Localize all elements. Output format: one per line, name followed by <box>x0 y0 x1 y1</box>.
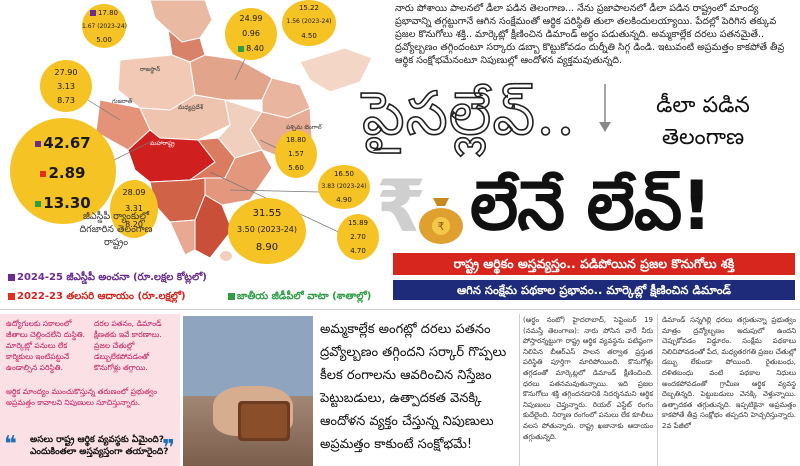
purple-marker <box>89 10 96 16</box>
bubble-up: 15.22 1.56 (2023-24) 4.50 <box>282 0 336 46</box>
bubble-jk-v1: 17.80 <box>97 9 119 17</box>
bubble-tn-v3: 8.90 <box>255 242 279 253</box>
bubble-tn-v1: 31.55 <box>252 208 282 219</box>
bubble-jk-v3: 5.00 <box>96 36 112 44</box>
bubble-up-v1: 15.22 <box>298 4 320 12</box>
pull-quote: అమ్మకాల్లేక అంగట్లో దరలు పతనం ద్రవ్యోల్బ… <box>320 322 507 452</box>
intro-paragraph: నారు పోశాయి పాలనలో డీలా పడిన తెలంగాణ... … <box>395 3 785 66</box>
bubble-ap-v2: 3.83 (2023-24) <box>321 183 367 190</box>
legend-item-share: జాతీయ జీడీపీలో వాటా (శాతాల్లో) <box>228 290 371 304</box>
body-column-1: (అర్థం నంటో) హైదరాబాద్, సెప్టెంబర్ 19 (న… <box>523 316 653 441</box>
bubble-od: 18.80 1.57 5.60 <box>275 130 317 178</box>
label-wb: పశ్చిమ బెంగాల్ <box>286 124 322 131</box>
column-rule <box>519 314 520 466</box>
bubble-tn: 31.55 3.50 (2023-24) 8.90 <box>228 198 306 264</box>
column-rule <box>657 314 658 466</box>
bubble-mh-v1: 42.67 <box>43 134 91 152</box>
bubble-tn-v2: 3.50 (2023-24) <box>236 225 298 234</box>
red-marker <box>40 170 47 177</box>
bubble-up-v2: 1.56 (2023-24) <box>286 18 332 25</box>
bubble-hp-v2: 0.96 <box>242 29 260 38</box>
red-marker <box>8 292 15 300</box>
bubble-tg-v3: 4.70 <box>350 247 366 255</box>
bubble-hp: 24.99 0.96 8.40 <box>225 8 277 60</box>
sidebar-text-2: దరల పతనం, డిమాండ్ క్షీణతకు ఇవే కారణాలు. … <box>94 319 162 372</box>
bubble-ka: 28.09 3.31 8.20 <box>110 180 158 238</box>
bubble-od-v1: 18.80 <box>285 136 307 144</box>
legend-item-gsdp: 2024-25 జీఎస్డీపీ అంచనా (రూ.లక్షల కోట్లల… <box>8 271 207 285</box>
purple-marker <box>35 140 42 147</box>
bubble-jk-v2: 1.67 (2023-24) <box>82 23 128 30</box>
headline-line2: లేనే లేవ్! <box>470 167 712 246</box>
label-rajasthan: రాజస్థాన్ <box>140 66 161 73</box>
bubble-tg-v2: 2.70 <box>350 233 366 241</box>
sidebar-quote: అసలు రాష్ట్ర ఆర్థిక వ్యవస్థకు ఏమైంది? ఎం… <box>30 435 169 457</box>
bubble-ka-v1: 28.09 <box>122 188 146 197</box>
svg-text:₹: ₹ <box>438 220 445 233</box>
label-mp: మధ్యప్రదేశ్ <box>178 104 204 111</box>
headline-sub: డీలా పడిన తెలంగాణ <box>656 93 750 150</box>
headline-line1: పైసల్లేవ్.. <box>361 79 577 149</box>
banner-blue: ఆగిన సంక్షేమ పథకాల ప్రభావం.. మార్కెట్లో … <box>393 280 795 300</box>
quote-open-icon: ❝ <box>4 432 17 457</box>
bubble-hp-v1: 24.99 <box>239 14 263 23</box>
rupee-icon: ₹ <box>376 164 427 248</box>
bubble-tg-v1: 15.89 <box>347 219 369 227</box>
bubble-hp-v3: 8.40 <box>246 44 264 53</box>
green-marker <box>228 292 235 300</box>
bubble-ap: 16.50 3.83 (2023-24) 4.90 <box>318 165 370 209</box>
green-marker <box>238 45 245 52</box>
sidebar-box <box>0 314 180 466</box>
bubble-ap-v3: 4.90 <box>336 196 352 204</box>
bubble-mh-v2: 2.89 <box>48 164 86 182</box>
arrow-down-icon <box>599 84 611 132</box>
legend-item-percapita: 2022-23 తలసరి ఆదాయం (రూ.లక్షల్లో) <box>8 290 186 304</box>
bubble-gj: 27.90 3.13 8.73 <box>40 60 92 112</box>
purple-marker <box>8 273 15 281</box>
legend-label-gsdp: 2024-25 జీఎస్డీపీ అంచనా (రూ.లక్షల కోట్లల… <box>17 272 207 283</box>
bubble-mh: 42.67 2.89 13.30 <box>10 118 116 224</box>
bubble-mh-v3: 13.30 <box>43 194 91 212</box>
bubble-od-v2: 1.57 <box>288 150 304 158</box>
bubble-jk: 17.80 1.67 (2023-24) 5.00 <box>82 4 128 48</box>
sidebar-text-3: ఆర్థిక మాంద్యం ముంచుకొస్తున్న తరుణంలో ప్… <box>6 387 158 407</box>
bubble-od-v3: 5.60 <box>288 164 304 172</box>
bubble-up-v3: 4.50 <box>301 32 317 40</box>
legend-label-share: జాతీయ జీడీపీలో వాటా (శాతాల్లో) <box>237 291 372 302</box>
body-column-2: డిమాండ్ సన్నగిల్లి ధరలు తగ్గుతున్నా ప్రభ… <box>662 316 796 430</box>
rank-caption: జీఎస్డీపీ ర్యాంకుల్లో దిగజారిన తెలంగాణ ర… <box>79 211 153 248</box>
bubble-gj-v1: 27.90 <box>54 68 78 77</box>
label-maharashtra: మహారాష్ట్ర <box>150 140 175 147</box>
money-bag-icon: ₹ <box>419 198 463 244</box>
sidebar-text-1: ఉద్యోగులకు సకాలంలో జీతాలు చెల్లించలేని ద… <box>6 319 85 372</box>
bubble-tg: 15.89 2.70 4.70 <box>337 214 379 260</box>
india-map-shape <box>74 0 373 261</box>
bubble-gj-v3: 8.73 <box>57 96 75 105</box>
bubble-ap-v1: 16.50 <box>333 170 355 178</box>
quote-close-icon: ❞ <box>162 436 175 461</box>
divider <box>0 309 800 310</box>
wallet-photo <box>183 316 313 466</box>
bubble-ka-v2: 3.31 <box>125 204 143 213</box>
bubble-ka-v3: 8.20 <box>125 220 143 229</box>
banner-red: రాష్ట్ర ఆర్థికం అస్తవ్యస్తం.. పడిపోయిన ప… <box>393 253 795 275</box>
india-map: 17.80 1.67 (2023-24) 5.00 24.99 0.96 8.4… <box>0 0 385 264</box>
green-marker <box>35 200 42 207</box>
legend-label-percapita: 2022-23 తలసరి ఆదాయం (రూ.లక్షల్లో) <box>17 291 186 302</box>
bubble-gj-v2: 3.13 <box>57 82 75 91</box>
label-gujarat: గుజరాత్ <box>112 98 133 105</box>
